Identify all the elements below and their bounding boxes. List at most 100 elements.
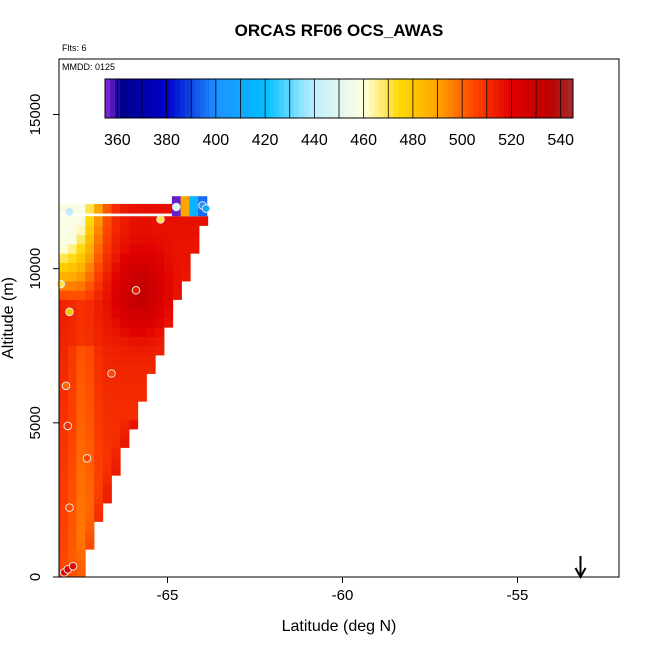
heat-cell [67, 318, 77, 328]
heat-cell [67, 225, 77, 236]
colorbar-segment [538, 79, 544, 118]
heat-cell [59, 521, 69, 532]
heat-cell [67, 392, 77, 402]
heat-cell [181, 253, 191, 263]
heat-cell [85, 392, 95, 402]
heat-cell [146, 253, 156, 263]
colorbar-segment [264, 79, 270, 118]
heat-cell [94, 281, 104, 291]
heat-cell [85, 327, 95, 337]
heat-cell [94, 401, 104, 411]
heat-cell [137, 253, 147, 263]
heat-cell [164, 234, 174, 245]
heat-cell [76, 203, 86, 214]
heat-cell [120, 234, 130, 245]
heat-cell [76, 281, 86, 291]
heat-cell [164, 203, 174, 214]
colorbar-segment [294, 79, 300, 118]
y-axis-label: Altitude (m) [0, 277, 17, 359]
heat-cell [120, 253, 130, 263]
heat-cell [129, 355, 139, 365]
heat-cell [181, 216, 191, 226]
colorbar-segment [443, 79, 450, 118]
colorbar-segment [105, 79, 111, 118]
heat-cell [59, 345, 69, 356]
heat-cell [111, 327, 121, 337]
heat-cell [120, 216, 130, 226]
heat-cell [129, 318, 139, 328]
heat-cell [137, 271, 147, 282]
colorbar-tick-label: 480 [400, 132, 427, 149]
observation-point [107, 369, 116, 378]
observation-point [63, 421, 73, 431]
heat-cell [120, 438, 130, 448]
colorbar-segment [109, 79, 116, 118]
heat-cell [67, 262, 77, 273]
heat-cell [102, 456, 112, 467]
colorbar-segment [563, 79, 569, 118]
heat-cell [85, 410, 95, 421]
heat-cell [155, 281, 165, 291]
heat-cell [85, 373, 95, 384]
heat-cell [120, 281, 130, 291]
heat-cell [76, 401, 86, 411]
heat-cell [76, 466, 86, 476]
heat-cell [172, 234, 182, 245]
heat-cell [85, 244, 95, 254]
heat-cell [146, 336, 156, 347]
heat-cell [94, 253, 104, 263]
heat-cell [120, 327, 130, 337]
heat-cell [85, 299, 95, 310]
heat-cell [94, 308, 104, 319]
heat-cell [67, 216, 77, 226]
heat-cell [172, 253, 182, 263]
heat-cell [94, 456, 104, 467]
heat-cell [94, 493, 104, 504]
heat-cell [102, 327, 112, 337]
heat-cell [189, 196, 199, 217]
heat-cell [155, 203, 165, 214]
heat-cell [146, 318, 156, 328]
heat-cell [190, 234, 200, 245]
observation-point [156, 215, 165, 224]
heat-cell [85, 484, 95, 495]
heat-cell [59, 299, 69, 310]
heat-cell [129, 410, 139, 421]
heat-cell [102, 475, 112, 485]
colorbar-segment [209, 79, 216, 118]
heat-cell [85, 429, 95, 439]
heat-cell [137, 203, 147, 214]
heat-cell [67, 484, 77, 495]
colorbar-segment [398, 79, 405, 118]
heat-cell [155, 262, 165, 273]
heat-cell [137, 262, 147, 273]
heat-cell [129, 327, 139, 337]
heat-cell [67, 244, 77, 254]
heat-cell [102, 318, 112, 328]
heat-cell [94, 484, 104, 495]
colorbar-segment [383, 79, 390, 118]
heat-cell [129, 244, 139, 254]
heat-cell [111, 345, 121, 356]
colorbar-segment [244, 79, 250, 118]
heat-cell [85, 345, 95, 356]
heat-cell [59, 419, 69, 430]
x-tick-label: -55 [507, 587, 529, 604]
heat-cell [129, 271, 139, 282]
heat-cell [155, 234, 165, 245]
heat-cell [137, 382, 147, 393]
flights-label: Flts: 6 [62, 43, 87, 53]
heat-cell [94, 373, 104, 384]
heat-cell [181, 271, 191, 282]
colorbar-segment [164, 79, 171, 118]
heat-cell [85, 253, 95, 263]
heat-cell [76, 336, 86, 347]
heat-cell [102, 262, 112, 273]
heat-cell [146, 345, 156, 356]
heat-cell [85, 438, 95, 448]
heat-cell [164, 308, 174, 319]
heat-cell [94, 475, 104, 485]
mmdd-label: MMDD: 0125 [62, 62, 115, 72]
heat-cell [111, 290, 121, 300]
heat-cell [155, 290, 165, 300]
